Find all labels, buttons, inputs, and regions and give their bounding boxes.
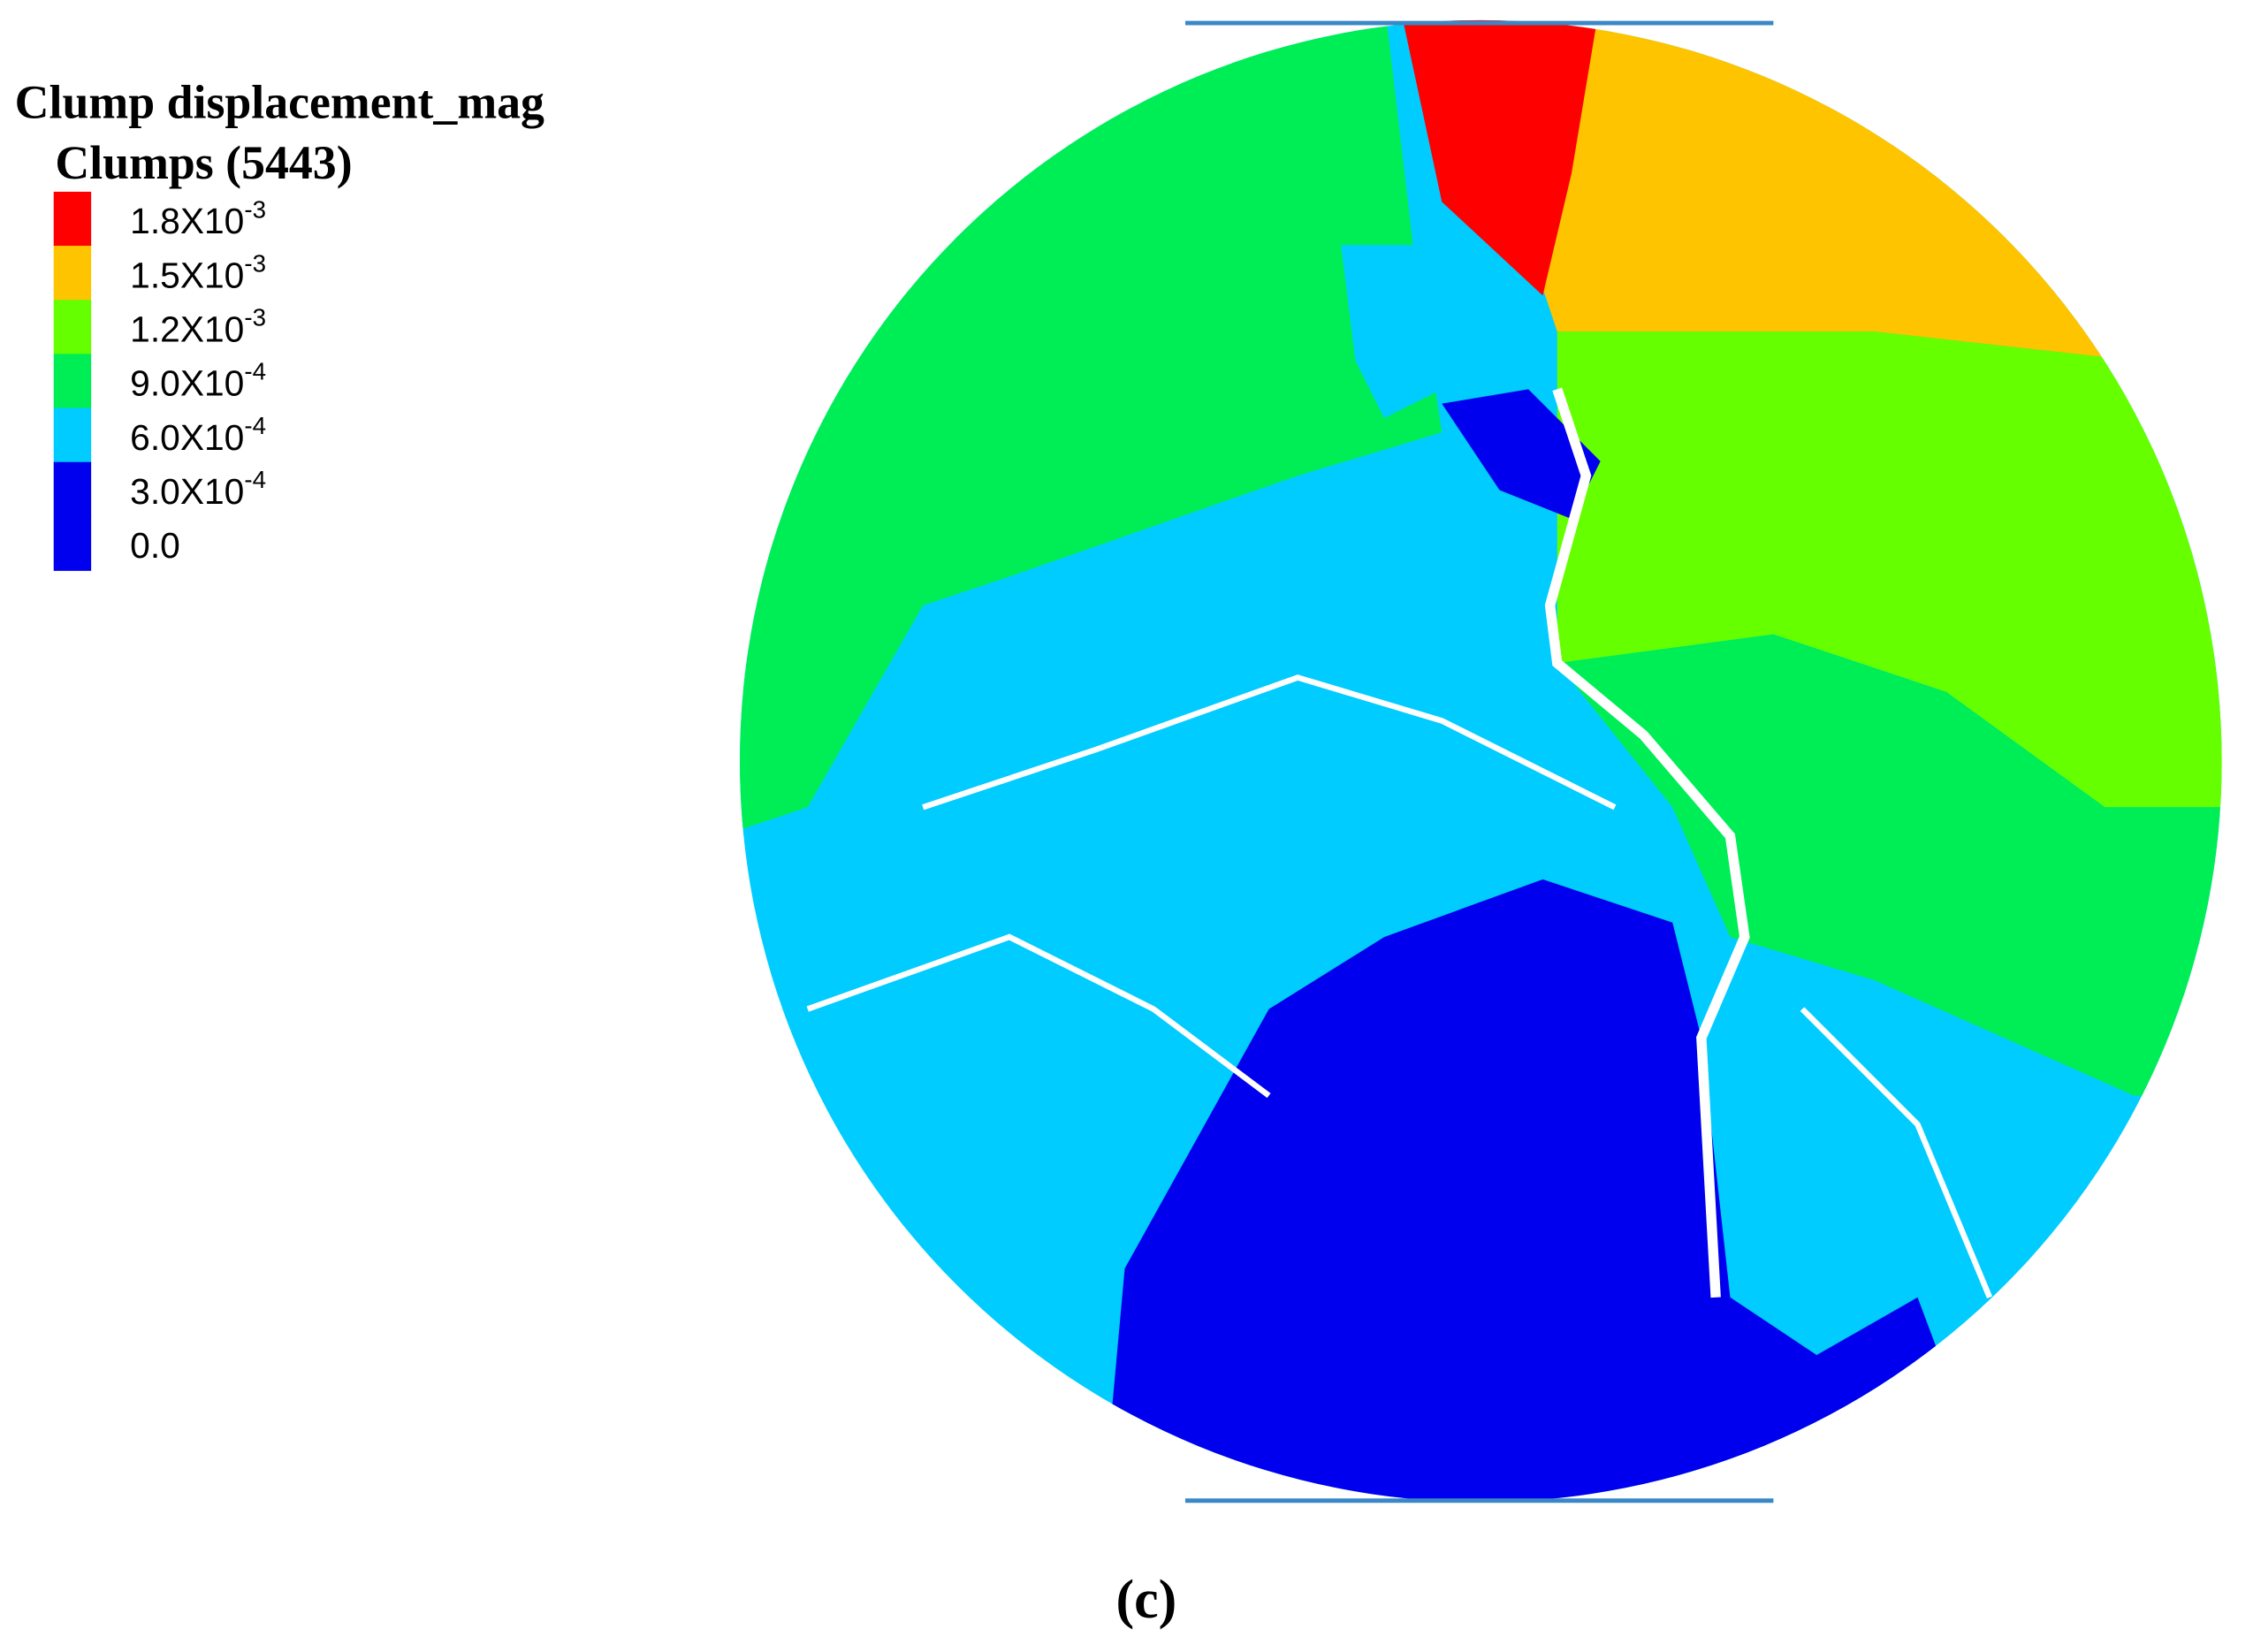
legend-label-text: 1.5X10 [130, 255, 244, 295]
legend-label: 3.0X10-4 [130, 466, 266, 512]
legend-label: 1.5X10-3 [130, 249, 266, 295]
legend-label: 9.0X10-4 [130, 358, 266, 404]
legend-swatch [53, 461, 92, 517]
legend-swatch [53, 246, 92, 301]
legend-label-exponent: -3 [244, 195, 266, 223]
region [1557, 331, 2222, 808]
region [1398, 19, 1601, 296]
legend-swatch [53, 354, 92, 409]
caption: (c) [1116, 1570, 1177, 1630]
legend-title: Clump displacement_mag [15, 76, 544, 129]
legend-swatch [53, 300, 92, 355]
legend-label-exponent: -4 [244, 466, 266, 493]
gap [922, 674, 1617, 811]
legend-label-exponent: -3 [244, 249, 266, 277]
region [1095, 879, 1939, 1503]
legend-label-text: 3.0X10 [130, 471, 244, 512]
legend-label-text: 1.2X10 [130, 309, 244, 350]
region [1557, 634, 2222, 1096]
gap [806, 933, 1271, 1099]
legend-label: 1.8X10-3 [130, 195, 266, 241]
particle-field [740, 19, 2222, 1503]
region [1442, 389, 1601, 520]
legend-label: 6.0X10-4 [130, 412, 266, 458]
region [1542, 19, 2222, 376]
legend-label-text: 1.8X10 [130, 201, 244, 241]
legend-label-exponent: -4 [244, 358, 266, 385]
legend-label-exponent: -4 [244, 412, 266, 439]
legend-swatch [53, 515, 92, 571]
legend-swatch [53, 407, 92, 463]
region [1341, 245, 1486, 418]
legend-label-exponent: -3 [244, 304, 266, 331]
legend-label-text: 9.0X10 [130, 363, 244, 404]
gap [1800, 1007, 1993, 1299]
legend-label-text: 6.0X10 [130, 417, 244, 458]
legend-swatch [53, 191, 92, 247]
legend: 1.8X10-31.5X10-31.2X10-39.0X10-46.0X10-4… [53, 191, 266, 571]
legend-subtitle: Clumps (5443) [55, 136, 352, 189]
legend-label: 1.2X10-3 [130, 304, 266, 350]
legend-label: 0.0 [130, 525, 180, 566]
crack [1544, 387, 1750, 1298]
legend-label-text: 0.0 [130, 525, 180, 566]
